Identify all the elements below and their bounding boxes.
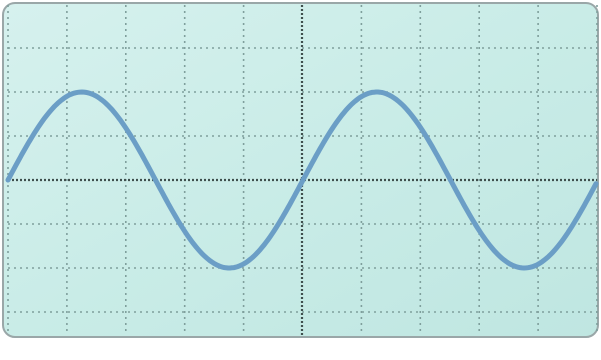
screen: [3, 3, 598, 337]
oscilloscope: [0, 0, 601, 360]
page: (() => { const svg = document.getElement…: [0, 0, 601, 360]
